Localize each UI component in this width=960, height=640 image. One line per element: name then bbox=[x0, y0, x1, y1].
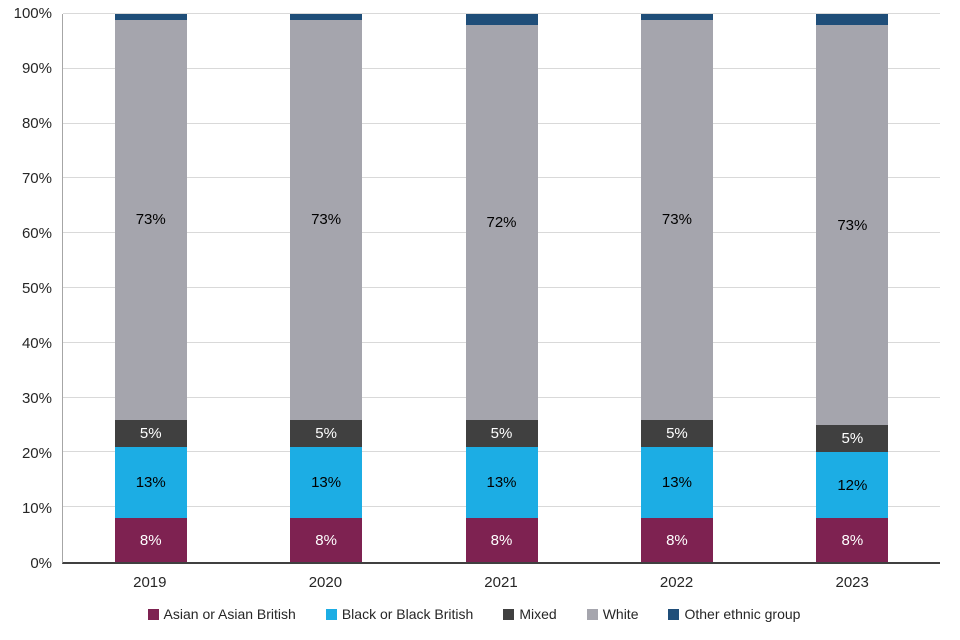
bar-segment-label: 73% bbox=[661, 211, 692, 229]
legend: Asian or Asian British Black or Black Bri… bbox=[8, 596, 940, 632]
bar-segment: 5% bbox=[816, 425, 889, 453]
bar-segment: 5% bbox=[290, 419, 363, 447]
x-tick-label: 2019 bbox=[133, 574, 167, 591]
bar-segment: 72% bbox=[465, 25, 538, 420]
bar-segment-label: 13% bbox=[135, 474, 166, 492]
legend-swatch bbox=[325, 608, 337, 620]
bar-segment-label: 8% bbox=[841, 531, 864, 549]
bar-segment-label: 13% bbox=[486, 474, 517, 492]
bar-segment: 13% bbox=[114, 446, 187, 519]
bar-segment bbox=[114, 14, 187, 20]
bar-segment-label: 5% bbox=[315, 424, 337, 442]
bar-segment: 73% bbox=[114, 19, 187, 420]
bar-segment: 8% bbox=[640, 518, 713, 562]
bar-segment: 13% bbox=[465, 446, 538, 519]
bar-segment: 8% bbox=[816, 518, 889, 562]
legend-label: Black or Black British bbox=[341, 606, 474, 622]
stacked-bar: 8% 13% 5% 73% bbox=[114, 14, 187, 562]
bar-segment-label: 8% bbox=[490, 531, 513, 549]
bar-segment: 73% bbox=[640, 19, 713, 420]
bar-segment bbox=[640, 14, 713, 20]
bar-segment: 8% bbox=[465, 518, 538, 562]
x-tick-label: 2022 bbox=[659, 574, 694, 591]
bar-segment: 13% bbox=[290, 446, 363, 519]
y-tick-label: 80% bbox=[21, 115, 52, 132]
bar-segment-label: 13% bbox=[311, 474, 342, 492]
bar-segment: 8% bbox=[290, 518, 363, 562]
x-axis: 2019 2020 2021 2022 2023 bbox=[8, 564, 940, 596]
stacked-bar: 8% 13% 5% 73% bbox=[640, 14, 713, 562]
y-tick-label: 70% bbox=[21, 170, 52, 187]
legend-label: Other ethnic group bbox=[684, 606, 801, 622]
bar-segment-label: 72% bbox=[486, 213, 517, 231]
bar-column: 8% 13% 5% 73% bbox=[238, 14, 413, 562]
bar-segment: 5% bbox=[465, 419, 538, 447]
bar-column: 8% 13% 5% 73% bbox=[589, 14, 764, 562]
bar-segment-label: 8% bbox=[139, 531, 162, 549]
bar-segment: 8% bbox=[114, 518, 187, 562]
y-tick-label: 0% bbox=[30, 555, 52, 572]
bar-segment bbox=[290, 14, 363, 20]
y-tick-label: 100% bbox=[13, 5, 52, 22]
bar-segment-label: 5% bbox=[841, 430, 864, 448]
bar-segment: 73% bbox=[816, 25, 889, 426]
bar-segment: 5% bbox=[114, 419, 187, 447]
y-tick-label: 60% bbox=[21, 225, 52, 242]
bar-segment: 13% bbox=[640, 446, 713, 519]
bar-segment bbox=[465, 14, 538, 25]
bar-segment-label: 5% bbox=[490, 424, 513, 442]
legend-swatch bbox=[503, 608, 515, 620]
legend-label: Mixed bbox=[519, 606, 557, 622]
x-tick-label: 2020 bbox=[308, 574, 343, 591]
plot-area: 8% 13% 5% 73% 8% 13% 5% 73% 8% 13% 5% 72% 8% 13% 5% 73%… bbox=[62, 13, 940, 564]
bar-segment: 12% bbox=[816, 452, 889, 519]
legend-item: Other ethnic group bbox=[668, 606, 800, 622]
legend-item: Asian or Asian British bbox=[147, 606, 296, 622]
stacked-bar: 8% 13% 5% 73% bbox=[290, 14, 363, 562]
bar-segment-label: 12% bbox=[837, 476, 868, 494]
legend-swatch bbox=[668, 608, 680, 620]
y-axis: 0% 10% 20% 30% 40% 50% 60% 70% 80% 90% 100% bbox=[8, 6, 62, 572]
legend-swatch bbox=[147, 608, 159, 620]
y-tick-label: 50% bbox=[21, 280, 52, 297]
legend-label: White bbox=[602, 606, 639, 622]
bar-segment-label: 73% bbox=[311, 211, 342, 229]
legend-item: White bbox=[586, 606, 639, 622]
gridline bbox=[63, 13, 940, 14]
stacked-bar: 8% 13% 5% 72% bbox=[465, 14, 538, 562]
legend-item: Black or Black British bbox=[325, 606, 474, 622]
bar-segment-label: 5% bbox=[666, 424, 688, 442]
chart-body: 0% 10% 20% 30% 40% 50% 60% 70% 80% 90% 100% 8% 13% 5… bbox=[8, 6, 940, 572]
bar-segment-label: 73% bbox=[135, 211, 166, 229]
bar-column: 8% 13% 5% 72% bbox=[414, 14, 589, 562]
legend-label: Asian or Asian British bbox=[163, 606, 296, 622]
bar-column: 8% 12% 5% 73% bbox=[765, 14, 940, 562]
bar-column: 8% 13% 5% 73% bbox=[63, 14, 238, 562]
x-axis-labels: 2019 2020 2021 2022 2023 bbox=[62, 564, 940, 596]
y-tick-label: 10% bbox=[21, 500, 52, 517]
bar-segment: 73% bbox=[290, 19, 363, 420]
stacked-bar: 8% 12% 5% 73% bbox=[816, 14, 889, 562]
x-tick-label: 2023 bbox=[835, 574, 869, 591]
bar-segment-label: 73% bbox=[837, 216, 868, 234]
legend-item: Mixed bbox=[503, 606, 557, 622]
y-tick-label: 90% bbox=[21, 60, 52, 77]
y-tick-label: 20% bbox=[21, 445, 52, 462]
bar-segment-label: 5% bbox=[139, 424, 162, 442]
x-tick-label: 2021 bbox=[484, 574, 518, 591]
bar-segment bbox=[816, 14, 889, 25]
bar-segment-label: 13% bbox=[661, 474, 692, 492]
legend-swatch bbox=[586, 608, 598, 620]
y-tick-label: 40% bbox=[21, 335, 52, 352]
y-tick-label: 30% bbox=[21, 390, 52, 407]
bar-segment: 5% bbox=[640, 419, 713, 447]
bar-segment-label: 8% bbox=[666, 531, 688, 549]
bars: 8% 13% 5% 73% 8% 13% 5% 73% 8% 13% 5% 72% 8% 13% 5% 73%… bbox=[63, 14, 940, 562]
bar-segment-label: 8% bbox=[315, 531, 337, 549]
